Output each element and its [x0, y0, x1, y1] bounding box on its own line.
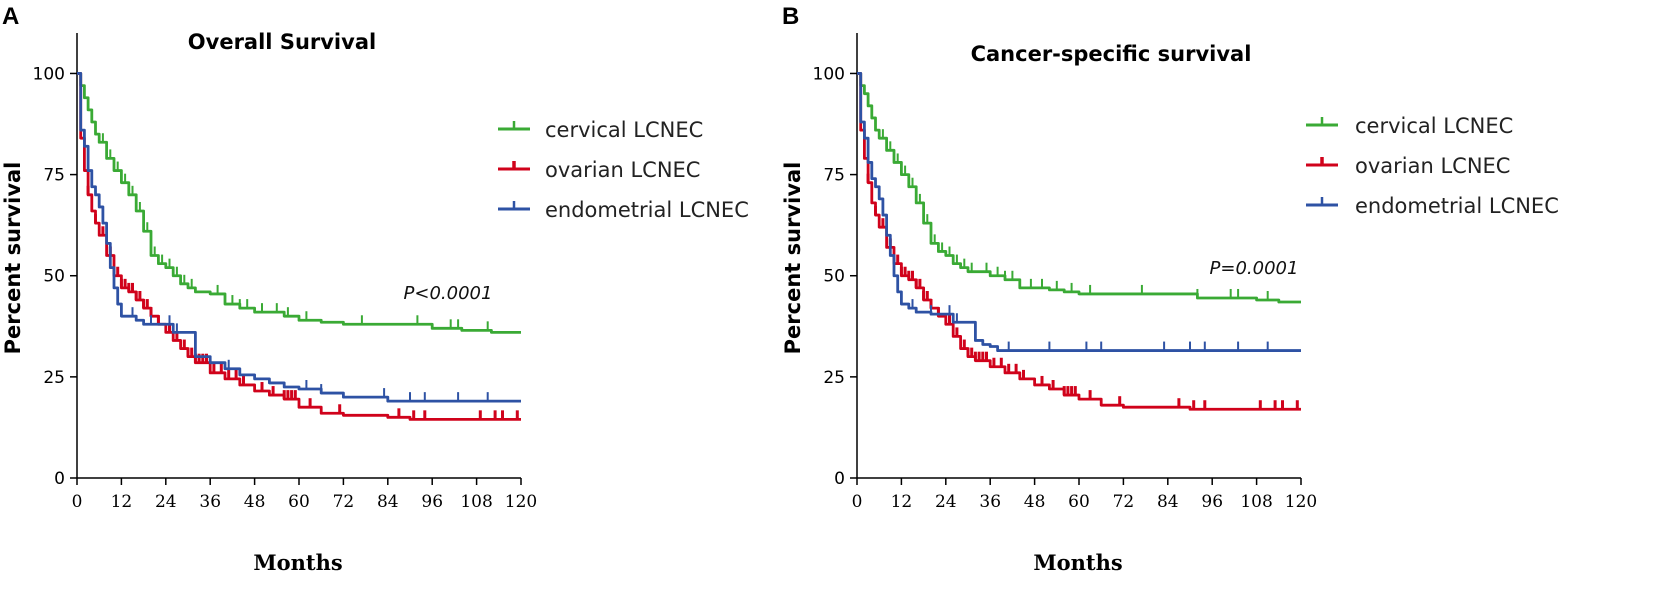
chart-panel-b: B Cancer-specific survival Percent survi… [781, 3, 1559, 575]
x-axis-label: Months [1033, 550, 1122, 575]
chart-panel-a: A Overall Survival Percent survival Mont… [1, 3, 749, 575]
legend-label-ovarian: ovarian LCNEC [1355, 154, 1510, 178]
x-tick-label: 24 [155, 492, 177, 512]
x-tick-label: 96 [421, 492, 443, 512]
y-axis-label: Percent survival [1, 162, 25, 355]
legend: cervical LCNEC ovarian LCNEC endometrial… [498, 118, 749, 222]
x-axis-label: Months [253, 550, 342, 575]
axes: 0 25 50 75 100 0 12 24 36 48 60 72 84 96 108 120 [813, 33, 1317, 512]
x-tick-label: 108 [1240, 492, 1272, 512]
x-tick-label: 108 [460, 492, 492, 512]
series-layer [77, 72, 521, 421]
survival-curve-ovarian [857, 72, 1301, 411]
legend: cervical LCNEC ovarian LCNEC endometrial… [1306, 114, 1559, 218]
x-tick-label: 0 [852, 492, 863, 512]
legend-label-ovarian: ovarian LCNEC [545, 158, 700, 182]
x-tick-label: 96 [1201, 492, 1223, 512]
y-tick-label: 75 [823, 166, 845, 186]
series-layer [857, 72, 1301, 411]
x-tick-label: 120 [1285, 492, 1317, 512]
survival-curve-ovarian [77, 72, 521, 421]
panel-letter: B [782, 3, 799, 30]
y-tick-label: 0 [54, 469, 65, 489]
legend-label-cervical: cervical LCNEC [545, 118, 703, 142]
x-tick-label: 60 [288, 492, 310, 512]
x-tick-label: 36 [979, 492, 1001, 512]
legend-label-endometrial: endometrial LCNEC [1355, 194, 1559, 218]
x-tick-label: 84 [377, 492, 399, 512]
x-tick-label: 12 [111, 492, 133, 512]
y-tick-label: 25 [43, 368, 65, 388]
p-value-annotation: P<0.0001 [404, 283, 493, 304]
y-tick-label: 25 [823, 368, 845, 388]
panel-letter: A [2, 3, 19, 30]
x-tick-label: 120 [505, 492, 537, 512]
survival-curve-endometrial [77, 72, 521, 403]
x-tick-label: 72 [1113, 492, 1135, 512]
x-tick-label: 0 [72, 492, 83, 512]
chart-title: Overall Survival [188, 30, 376, 54]
survival-curve-cervical [77, 72, 521, 334]
legend-label-endometrial: endometrial LCNEC [545, 198, 749, 222]
x-tick-label: 24 [935, 492, 957, 512]
y-axis-label: Percent survival [781, 162, 805, 355]
y-tick-label: 50 [43, 267, 65, 287]
y-tick-label: 100 [33, 64, 65, 84]
legend-label-cervical: cervical LCNEC [1355, 114, 1513, 138]
axes: 0 25 50 75 100 0 12 24 36 48 60 72 84 96 108 120 [33, 33, 537, 512]
p-value-annotation: P=0.0001 [1210, 258, 1299, 279]
y-tick-label: 75 [43, 166, 65, 186]
x-tick-label: 48 [1024, 492, 1046, 512]
survival-curve-cervical [857, 72, 1301, 304]
x-tick-label: 84 [1157, 492, 1179, 512]
x-tick-label: 12 [891, 492, 913, 512]
x-tick-label: 60 [1068, 492, 1090, 512]
y-tick-label: 0 [834, 469, 845, 489]
chart-title: Cancer-specific survival [971, 42, 1252, 66]
y-tick-label: 100 [813, 64, 845, 84]
y-tick-label: 50 [823, 267, 845, 287]
x-tick-label: 72 [333, 492, 355, 512]
x-tick-label: 48 [244, 492, 266, 512]
x-tick-label: 36 [199, 492, 221, 512]
